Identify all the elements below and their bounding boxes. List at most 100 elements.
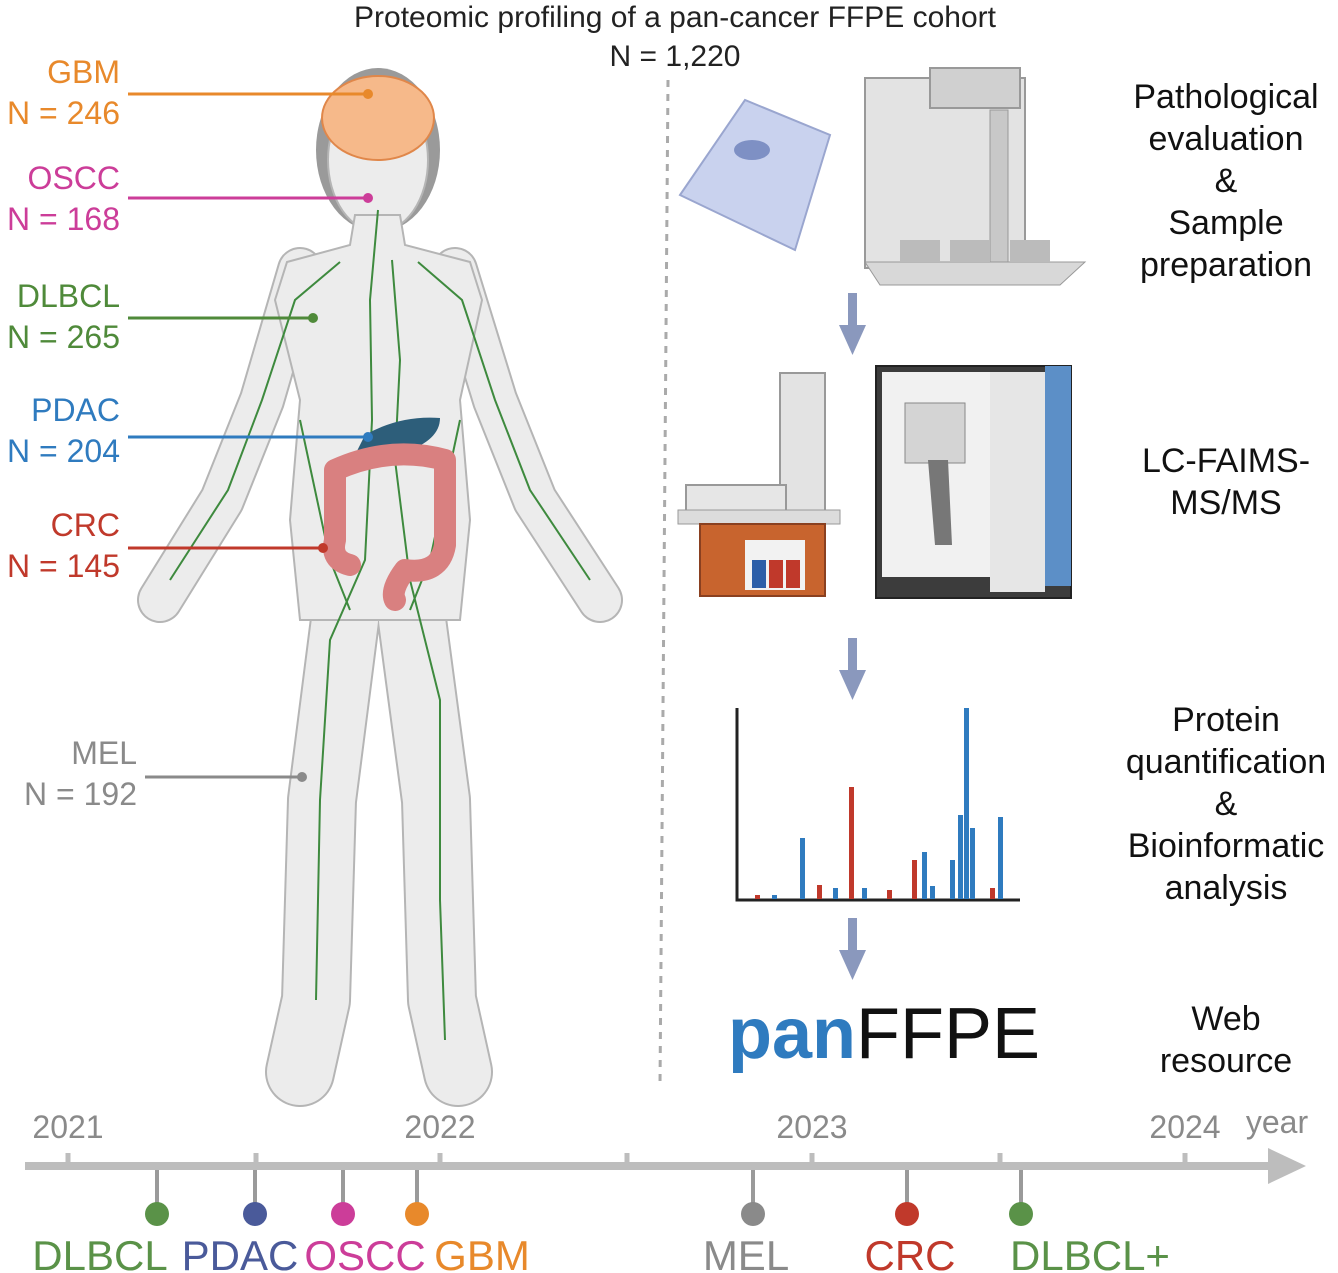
sample-block-illustration-part	[678, 98, 832, 252]
lc-illustration-part	[769, 560, 783, 588]
body-illustration-part	[323, 443, 456, 611]
robot-illustration-part	[989, 109, 1009, 281]
title: Proteomic profiling of a pan-cancer FFPE…	[354, 1, 997, 34]
ms-illustration-part	[904, 402, 966, 464]
event-label: OSCC	[304, 1232, 425, 1273]
event-dot	[145, 1202, 169, 1226]
spectrum-peak	[755, 895, 760, 899]
sample-block-illustration-part	[734, 140, 770, 160]
year-label: 2022	[404, 1109, 475, 1145]
spectrum-peak	[964, 708, 969, 899]
workflow-label: quantification	[1126, 743, 1326, 781]
flow-arrows-part	[839, 670, 866, 700]
robot-illustration-part	[900, 240, 940, 262]
brand-prefix: pan	[728, 994, 856, 1074]
flow-arrows-part	[839, 325, 866, 355]
cohort-name: GBM	[47, 54, 120, 90]
cohort-name: MEL	[71, 735, 137, 771]
spectrum-illustration	[735, 708, 1020, 902]
spectrum-peak	[998, 817, 1003, 899]
spectrum-peak	[990, 888, 995, 899]
cohort-dot	[308, 313, 318, 323]
spectrum-peak	[772, 895, 777, 899]
workflow-label: evaluation	[1148, 120, 1303, 158]
event-dot	[741, 1202, 765, 1226]
event-label: CRC	[865, 1232, 956, 1273]
flow-arrows-part	[839, 950, 866, 980]
ms-illustration-part	[1045, 366, 1071, 586]
spectrum-peak	[912, 860, 917, 899]
cohort-count: N = 145	[7, 548, 120, 584]
year-label: 2023	[776, 1109, 847, 1145]
event-dot	[243, 1202, 267, 1226]
lc-illustration	[677, 372, 841, 597]
workflow-label: analysis	[1165, 869, 1288, 907]
spectrum-peak	[958, 815, 963, 899]
spectrum-peak	[800, 838, 805, 899]
body-illustration-part-part	[139, 249, 321, 621]
ms-illustration-part	[990, 372, 1045, 592]
event-dot	[895, 1202, 919, 1226]
workflow-label: LC-FAIMS-	[1142, 442, 1310, 480]
spectrum-peak	[950, 860, 955, 899]
flow-arrows-part	[848, 638, 857, 673]
divider	[658, 79, 670, 1086]
event-dot	[1009, 1202, 1033, 1226]
cohort-name: CRC	[51, 507, 120, 543]
body-illustration-part	[321, 75, 435, 161]
event-label: GBM	[434, 1232, 530, 1273]
robot-illustration-part	[864, 261, 1087, 286]
timeline-axis	[25, 1148, 1306, 1184]
cohort-count: N = 265	[7, 319, 120, 355]
workflow-label: Protein	[1172, 701, 1280, 739]
cohort-count: N = 192	[24, 776, 137, 812]
ms-illustration	[875, 365, 1072, 599]
body-illustration-part-part	[315, 209, 379, 1001]
lc-illustration-part	[779, 372, 826, 514]
spectrum-peak	[817, 885, 822, 899]
workflow-label: resource	[1160, 1042, 1292, 1080]
robot-illustration-part	[929, 67, 1021, 109]
flow-arrows-part	[848, 918, 857, 953]
cohort-count: N = 246	[7, 95, 120, 131]
cohort-dot	[363, 89, 373, 99]
body-illustration	[137, 68, 623, 1107]
spectrum-peak	[862, 888, 867, 899]
cohort-count: N = 168	[7, 201, 120, 237]
workflow-label: Sample	[1168, 204, 1283, 242]
workflow-label: &	[1215, 162, 1238, 200]
event-dot	[331, 1202, 355, 1226]
spectrum-peak	[970, 828, 975, 899]
body-illustration-part-part	[379, 587, 491, 1105]
flow-arrows	[839, 293, 866, 980]
workflow-label: Web	[1191, 1000, 1260, 1038]
timeline-axis-part	[1268, 1148, 1306, 1184]
cohort-name: OSCC	[28, 160, 120, 196]
year-label: 2021	[32, 1109, 103, 1145]
timeline-axis-label: year	[1246, 1104, 1309, 1140]
spectrum-peak	[833, 888, 838, 899]
brand-suffix: FFPE	[856, 994, 1040, 1074]
robot-illustration-part	[1010, 240, 1050, 262]
cohort-dot	[363, 432, 373, 442]
body-illustration-part-part	[169, 261, 341, 581]
body-illustration-part-part	[267, 587, 378, 1105]
lc-illustration-part	[685, 484, 787, 514]
workflow-label: Bioinformatic	[1128, 827, 1325, 865]
spectrum-peak	[930, 886, 935, 899]
brand: panFFPE	[728, 994, 1040, 1074]
spectrum-illustration-part	[735, 708, 1020, 902]
spectrum-peak	[887, 890, 892, 899]
spectrum-peak	[849, 787, 854, 899]
cohort-name: DLBCL	[17, 278, 120, 314]
event-label: PDAC	[182, 1232, 299, 1273]
workflow-label: Pathological	[1133, 78, 1318, 116]
spectrum-peak	[922, 852, 927, 899]
robot-illustration	[864, 67, 1087, 286]
cohort-dot	[297, 772, 307, 782]
subtitle: N = 1,220	[610, 40, 741, 73]
workflow-label: preparation	[1140, 246, 1312, 284]
flow-arrows-part	[848, 293, 857, 328]
cohort-dot	[363, 193, 373, 203]
